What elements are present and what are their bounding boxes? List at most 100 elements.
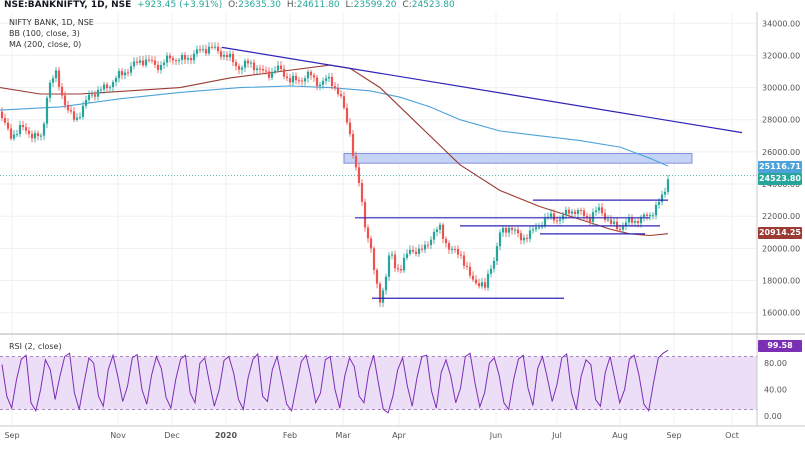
candle-down	[357, 167, 361, 183]
low-value: 23599.20	[353, 0, 397, 10]
rsi-tick-label: 40.00	[764, 386, 787, 395]
candle-down	[171, 58, 175, 61]
candle-down	[333, 86, 337, 88]
time-axis[interactable]: Sep Nov Dec 2020 Feb Mar Apr Jun Jul Aug Sep Oct	[4, 431, 738, 440]
candle-down	[399, 269, 403, 271]
rsi-pane[interactable]	[0, 349, 757, 414]
candle-down	[294, 75, 298, 81]
candle-down	[156, 64, 160, 70]
candle-down	[459, 254, 463, 256]
price-tick-label: 34000.00	[762, 19, 800, 28]
candle-down	[69, 110, 73, 112]
trend-lines[interactable]	[221, 46, 743, 299]
ma-legend[interactable]: MA (200, close, 0)	[9, 40, 82, 49]
candle-down	[366, 227, 370, 239]
rsi-value-tag: 99.58	[758, 340, 802, 352]
price-pane[interactable]	[0, 42, 757, 308]
candle-down	[126, 72, 130, 74]
candle-up	[627, 217, 631, 223]
candle-up	[42, 123, 46, 136]
candle-down	[0, 111, 4, 119]
candle-down	[456, 248, 460, 255]
price-tick-label: 26000.00	[762, 148, 800, 157]
symbol-name[interactable]: NSE:BANKNIFTY, 1D, NSE	[4, 0, 132, 10]
candle-up	[123, 72, 127, 76]
candle-up	[528, 230, 532, 239]
candle-up	[162, 62, 166, 65]
candle-down	[351, 134, 355, 156]
candle-down	[516, 229, 520, 234]
high-value: 24611.80	[296, 0, 340, 10]
candle-up	[222, 54, 226, 57]
candle-down	[147, 59, 151, 61]
candle-up	[639, 216, 643, 224]
candle-up	[114, 78, 118, 83]
candle-down	[300, 80, 304, 82]
rsi-legend[interactable]: RSI (2, close)	[9, 342, 62, 351]
candle-up	[132, 61, 136, 67]
resistance-zone-rect	[343, 153, 693, 164]
candle-up	[45, 97, 49, 124]
candle-up	[306, 71, 310, 79]
candle-up	[666, 179, 670, 192]
candle-up	[498, 232, 502, 247]
candle-down	[483, 282, 487, 288]
candle-down	[24, 127, 28, 131]
candle-down	[330, 76, 334, 87]
candle-up	[75, 117, 79, 120]
candle-up	[48, 82, 52, 98]
candle-down	[447, 243, 451, 250]
candle-down	[588, 217, 592, 222]
time-tick-label: Dec	[164, 431, 179, 440]
candle-down	[3, 118, 7, 123]
candle-down	[630, 217, 634, 223]
price-tick-label: 30000.00	[762, 84, 800, 93]
candle-up	[51, 78, 55, 83]
candle-up	[138, 60, 142, 63]
candlesticks[interactable]	[0, 42, 670, 308]
candle-down	[267, 71, 271, 78]
candle-down	[567, 209, 571, 214]
candle-down	[72, 111, 76, 120]
candle-down	[234, 62, 238, 67]
candle-up	[240, 67, 244, 70]
price-axis[interactable]: 34000.00 32000.00 30000.00 28000.00 26000.00…	[762, 19, 800, 317]
candle-down	[600, 207, 604, 214]
candle-down	[30, 133, 34, 139]
candle-up	[12, 134, 16, 139]
candle-up	[450, 248, 454, 250]
candle-up	[663, 191, 667, 195]
candle-up	[255, 68, 259, 70]
indicator-series	[0, 64, 669, 237]
candle-up	[657, 201, 661, 205]
time-tick-label: Aug	[612, 431, 628, 440]
candle-down	[420, 248, 424, 250]
time-tick-label: Oct	[725, 431, 739, 440]
candle-down	[369, 238, 373, 249]
candle-up	[390, 254, 394, 256]
candle-up	[303, 78, 307, 82]
candle-up	[291, 75, 295, 83]
candle-up	[81, 105, 85, 118]
rsi-axis[interactable]: 80.00 40.00 0.00	[764, 359, 787, 421]
candle-down	[225, 54, 229, 58]
candle-down	[393, 254, 397, 269]
candle-up	[381, 290, 385, 303]
price-change: +923.45 (+3.91%)	[137, 0, 223, 10]
candle-down	[219, 51, 223, 57]
candle-up	[408, 249, 412, 254]
ma-line	[0, 64, 669, 237]
rsi-line	[1, 349, 669, 414]
candle-down	[582, 210, 586, 216]
candle-up	[402, 257, 406, 271]
candle-down	[63, 95, 67, 106]
candle-up	[108, 87, 112, 89]
candle-down	[609, 219, 613, 224]
price-tick-label: 28000.00	[762, 116, 800, 125]
bb-legend[interactable]: BB (100, close, 3)	[9, 29, 80, 38]
time-tick-label: Jul	[551, 431, 562, 440]
candle-down	[414, 251, 418, 254]
candle-up	[102, 84, 106, 90]
candle-down	[204, 49, 208, 54]
time-tick-label: Sep	[666, 431, 681, 440]
